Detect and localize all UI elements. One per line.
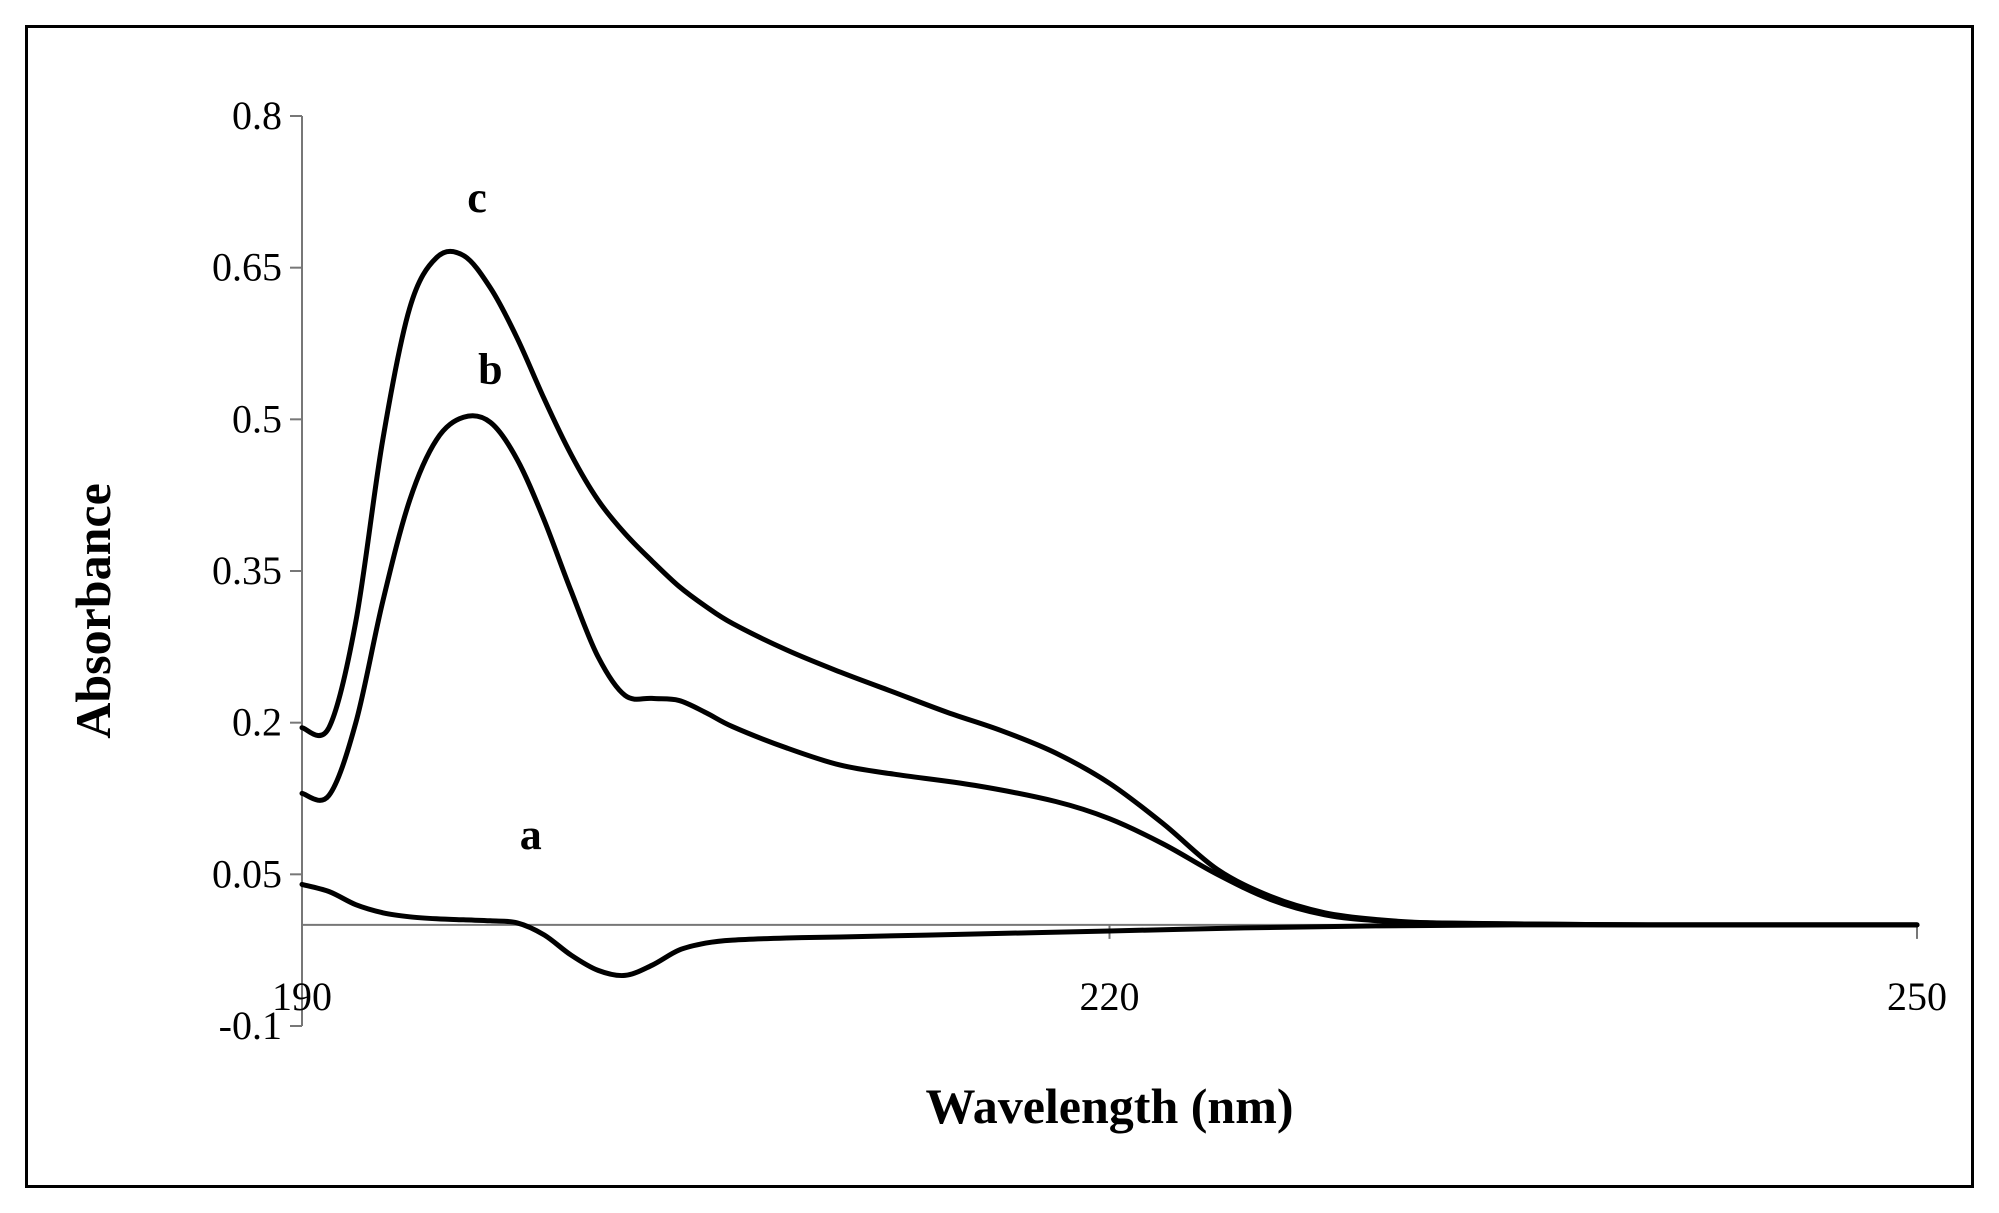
- series-label-a: a: [520, 810, 542, 859]
- x-axis-title: Wavelength (nm): [925, 1078, 1293, 1134]
- series-line-a: [299, 881, 1920, 979]
- axes-layer: -0.1 0.05 0.2 0.35 0.5 0.65 0.8 190 220 250: [212, 93, 1947, 1048]
- series-layer: [299, 248, 1920, 979]
- x-tick-label: 190: [272, 974, 332, 1019]
- y-tick-label: 0.65: [212, 245, 282, 290]
- y-tick-label: -0.1: [219, 1003, 282, 1048]
- y-tick-label: 0.2: [232, 700, 282, 745]
- y-tick-label: 0.8: [232, 93, 282, 138]
- labels-layer: a b c: [467, 173, 542, 859]
- y-axis-title: Absorbance: [65, 483, 121, 739]
- x-tick-label: 220: [1080, 974, 1140, 1019]
- x-tick-label: 250: [1887, 974, 1947, 1019]
- series-line-c: [299, 248, 1920, 928]
- y-tick-label: 0.35: [212, 548, 282, 593]
- y-tick-label: 0.5: [232, 396, 282, 441]
- y-tick-label: 0.05: [212, 851, 282, 896]
- chart-frame: [25, 25, 1974, 1188]
- series-line-b: [299, 413, 1920, 928]
- series-label-c: c: [467, 173, 487, 222]
- series-label-b: b: [478, 345, 502, 394]
